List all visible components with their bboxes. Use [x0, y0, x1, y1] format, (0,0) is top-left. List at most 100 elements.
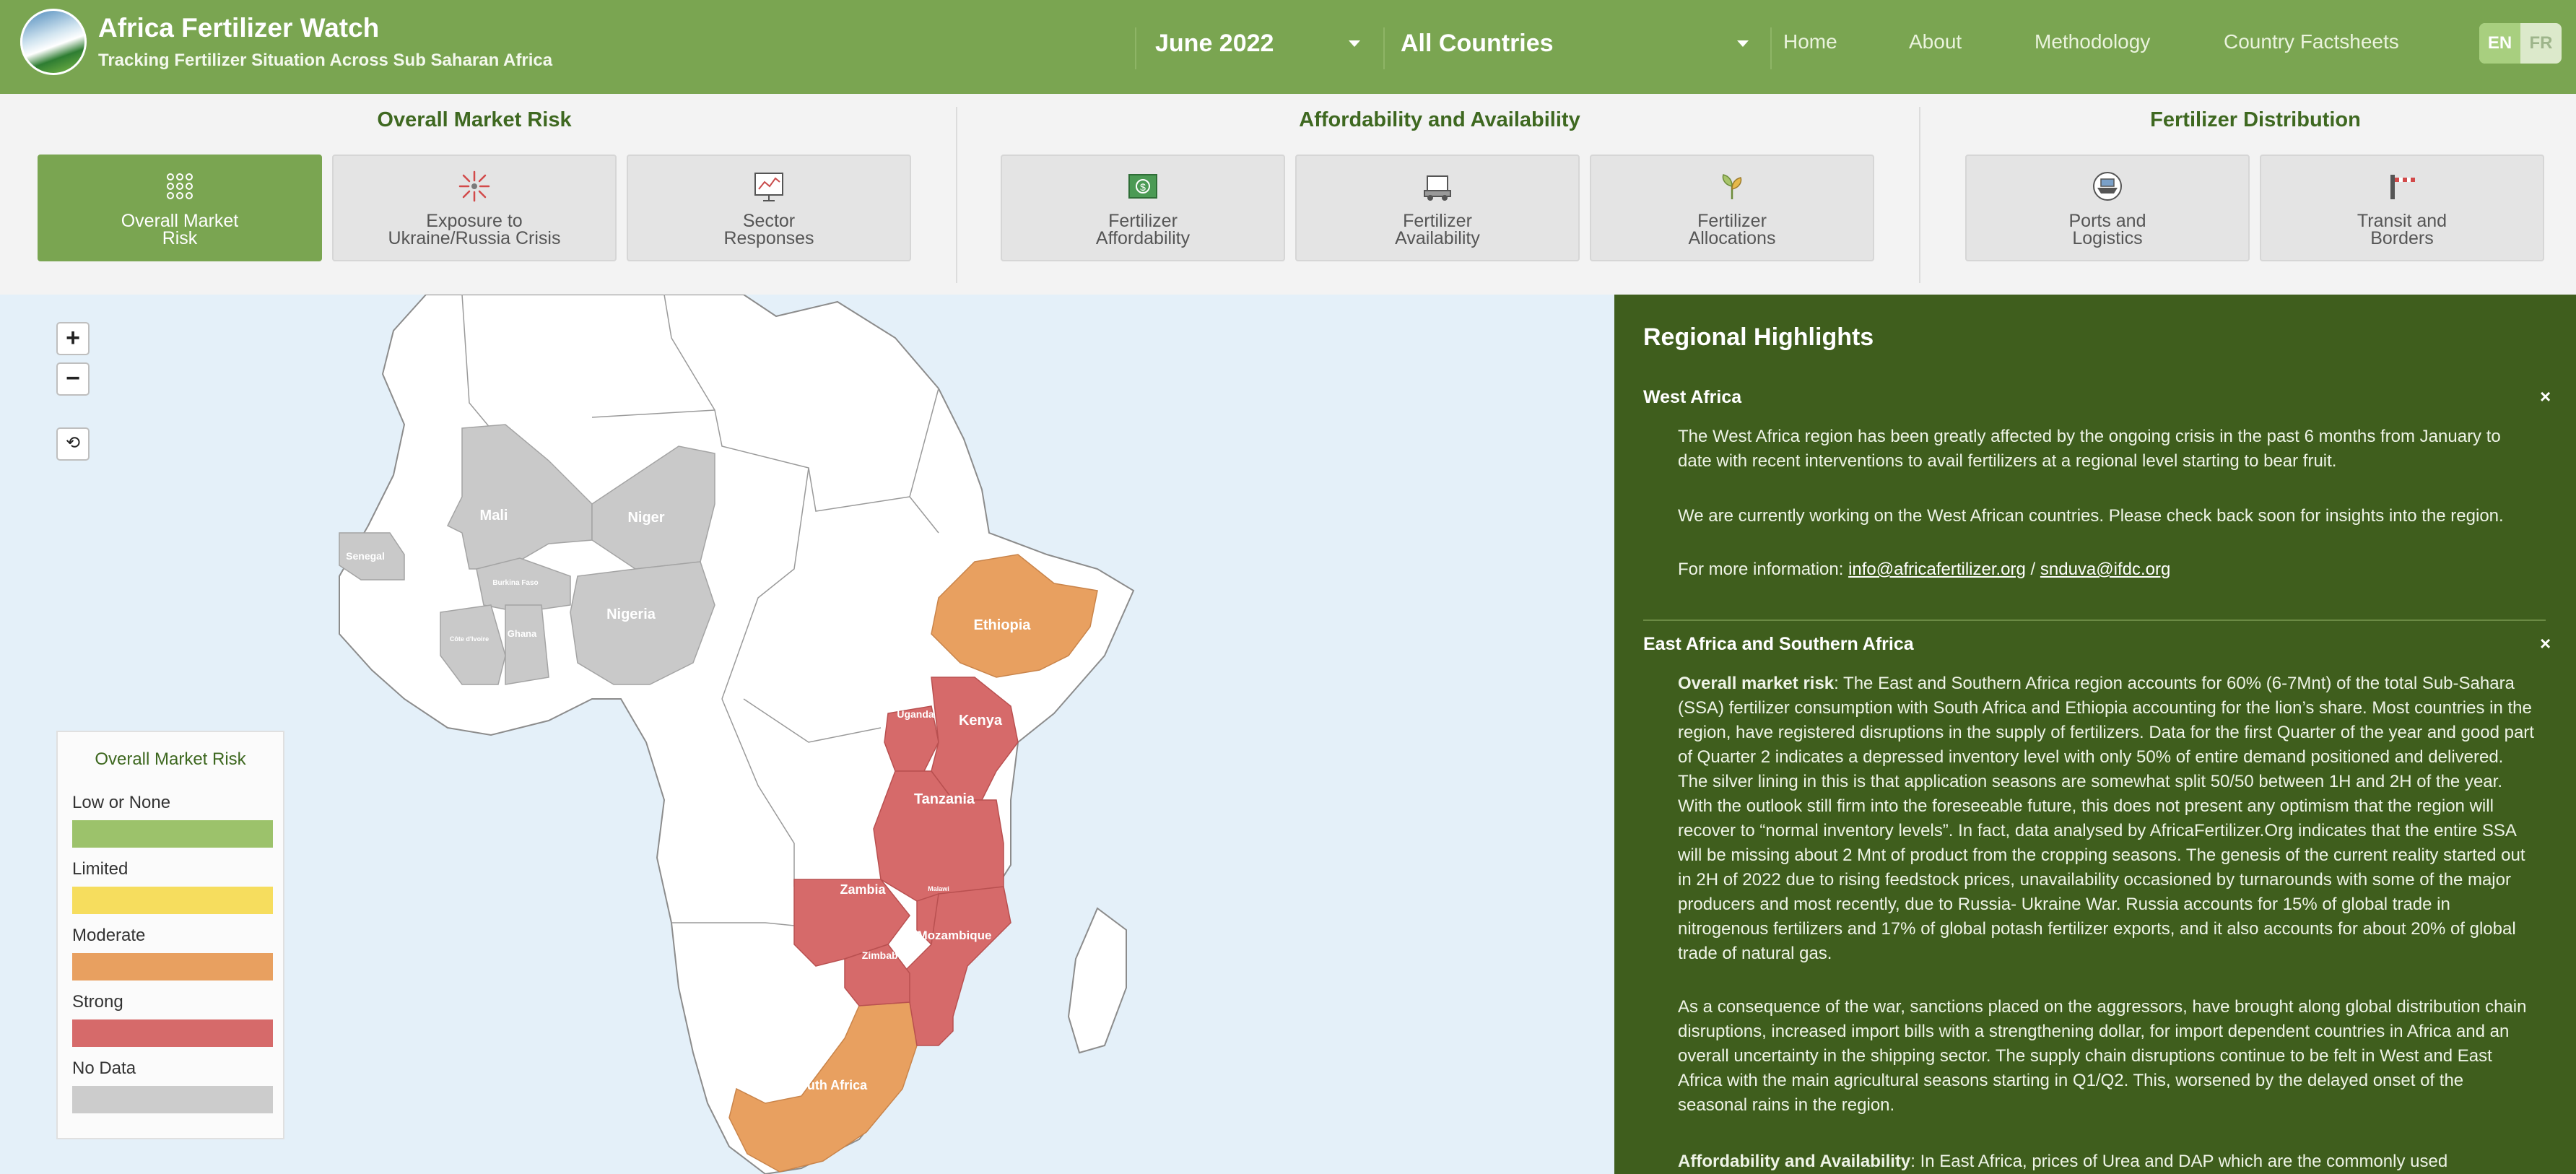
tile-label: Fertilizer Allocations: [1688, 211, 1776, 248]
burst-icon: [458, 170, 490, 202]
map-area[interactable]: Mali Niger Senegal Burkina Faso Côte d'I…: [0, 295, 1614, 1174]
category-divider: [1919, 107, 1920, 283]
category-bar: Overall Market Risk Affordability and Av…: [0, 94, 2576, 295]
tile-overall-market-risk[interactable]: Overall Market Risk: [38, 155, 322, 261]
tile-label: Exposure to Ukraine/Russia Crisis: [388, 211, 561, 248]
west-africa-contact: For more information: info@africafertili…: [1678, 560, 2171, 579]
nav-country-factsheets[interactable]: Country Factsheets: [2224, 30, 2399, 53]
legend-label-moderate: Moderate: [72, 926, 146, 945]
east-africa-paragraph-3: Affordability and Availability: In East …: [1678, 1152, 2448, 1171]
tile-fertilizer-affordability[interactable]: $ Fertilizer Affordability: [1001, 155, 1285, 261]
legend-swatch-low: [72, 820, 273, 848]
border-gate-icon: [2390, 175, 2415, 199]
lang-en-button[interactable]: EN: [2479, 23, 2520, 64]
zoom-in-button[interactable]: +: [56, 322, 90, 355]
region-zimbabwe: [844, 944, 910, 1006]
tile-transit-borders[interactable]: Transit and Borders: [2260, 155, 2544, 261]
header-divider: [1383, 27, 1385, 69]
tile-fertilizer-availability[interactable]: Fertilizer Availability: [1295, 155, 1580, 261]
grid-dots-icon: [167, 173, 193, 199]
region-nigeria: [570, 561, 715, 685]
region-mozambique: [902, 886, 1011, 1046]
country-dropdown[interactable]: All Countries: [1401, 22, 1747, 65]
legend-swatch-moderate: [72, 953, 273, 980]
section-divider: [1643, 619, 2546, 621]
section-east-southern-africa[interactable]: East Africa and Southern Africa: [1643, 634, 1914, 654]
legend-label-strong: Strong: [72, 992, 123, 1012]
country-dropdown-value: All Countries: [1401, 30, 1554, 57]
chart-board-icon: [754, 173, 783, 201]
tile-ports-logistics[interactable]: Ports and Logistics: [1965, 155, 2250, 261]
map-label-senegal: Senegal: [346, 550, 385, 562]
regional-highlights-panel[interactable]: Regional Highlights West Africa × The We…: [1614, 295, 2576, 1174]
map-label-zimbabwe: Zimbabwe: [862, 949, 912, 961]
date-dropdown[interactable]: June 2022: [1155, 22, 1365, 65]
ship-icon: [2093, 172, 2122, 201]
legend-swatch-limited: [72, 887, 273, 914]
map-label-nigeria: Nigeria: [606, 606, 656, 622]
header-divider: [1135, 27, 1136, 69]
close-icon[interactable]: ×: [2540, 632, 2551, 654]
section-west-africa[interactable]: West Africa: [1643, 387, 1742, 407]
category-heading-distribution: Fertilizer Distribution: [2150, 108, 2361, 131]
map-label-south-africa: South Africa: [791, 1078, 868, 1092]
header-divider: [1770, 27, 1772, 69]
close-icon[interactable]: ×: [2540, 386, 2551, 407]
nav-about[interactable]: About: [1909, 30, 1962, 53]
africa-map[interactable]: Mali Niger Senegal Burkina Faso Côte d'I…: [0, 295, 1614, 1174]
east-africa-paragraph-1: Overall market risk: The East and Southe…: [1678, 674, 2534, 963]
logo-icon[interactable]: [20, 9, 87, 75]
reset-view-icon[interactable]: ⟲: [56, 427, 90, 461]
region-senegal: [339, 532, 405, 581]
map-legend: Overall Market Risk Low or None Limited …: [56, 731, 284, 1139]
tile-sector-responses[interactable]: Sector Responses: [627, 155, 911, 261]
category-divider: [956, 107, 957, 283]
region-south-africa: [728, 1001, 918, 1173]
date-dropdown-value: June 2022: [1155, 30, 1274, 57]
category-heading-market-risk: Overall Market Risk: [377, 108, 572, 131]
chevron-down-icon[interactable]: [1737, 40, 1749, 47]
east-africa-paragraph-2: As a consequence of the war, sanctions p…: [1678, 997, 2527, 1115]
tile-label: Ports and Logistics: [2068, 211, 2146, 248]
site-subtitle: Tracking Fertilizer Situation Across Sub…: [98, 51, 553, 70]
email-link-info[interactable]: info@africafertilizer.org: [1848, 560, 2026, 579]
site-title[interactable]: Africa Fertilizer Watch: [98, 13, 380, 43]
chevron-down-icon[interactable]: [1349, 40, 1360, 47]
tile-label: Fertilizer Affordability: [1095, 211, 1191, 248]
tile-label: Fertilizer Availability: [1395, 211, 1480, 248]
map-label-cote-divoire: Côte d'Ivoire: [450, 635, 489, 643]
region-ethiopia: [931, 554, 1098, 678]
map-label-uganda: Uganda: [897, 708, 934, 720]
plant-icon: [1722, 174, 1742, 199]
nav-home[interactable]: Home: [1783, 30, 1837, 53]
map-label-ethiopia: Ethiopia: [974, 617, 1032, 633]
region-mali: [446, 424, 593, 570]
svg-text:$: $: [1140, 181, 1146, 193]
zoom-out-button[interactable]: −: [56, 362, 90, 396]
map-label-burkina-faso: Burkina Faso: [492, 579, 538, 587]
map-label-mali: Mali: [480, 508, 508, 523]
map-label-kenya: Kenya: [959, 713, 1003, 729]
legend-label-no-data: No Data: [72, 1058, 136, 1078]
legend-swatch-strong: [72, 1019, 273, 1047]
region-cote-divoire: [440, 604, 506, 685]
map-label-niger: Niger: [627, 510, 664, 526]
nav-methodology[interactable]: Methodology: [2035, 30, 2151, 53]
language-toggle: EN FR: [2479, 23, 2562, 64]
tile-fertilizer-allocations[interactable]: Fertilizer Allocations: [1590, 155, 1874, 261]
tile-exposure-ukraine-russia[interactable]: Exposure to Ukraine/Russia Crisis: [332, 155, 617, 261]
truck-icon: [1424, 175, 1451, 201]
map-label-ghana: Ghana: [508, 628, 537, 639]
lang-fr-button[interactable]: FR: [2529, 33, 2553, 53]
tile-label: Sector Responses: [723, 211, 814, 248]
legend-label-limited: Limited: [72, 859, 129, 879]
region-burkina-faso: [476, 557, 571, 613]
legend-swatch-no-data: [72, 1086, 273, 1113]
money-icon: $: [1128, 174, 1157, 199]
region-niger: [591, 445, 715, 570]
email-link-snduva[interactable]: snduva@ifdc.org: [2040, 560, 2171, 579]
tile-label: Transit and Borders: [2357, 211, 2447, 248]
region-kenya: [931, 677, 1019, 801]
map-label-tanzania: Tanzania: [914, 791, 975, 807]
legend-label-low: Low or None: [72, 793, 171, 812]
